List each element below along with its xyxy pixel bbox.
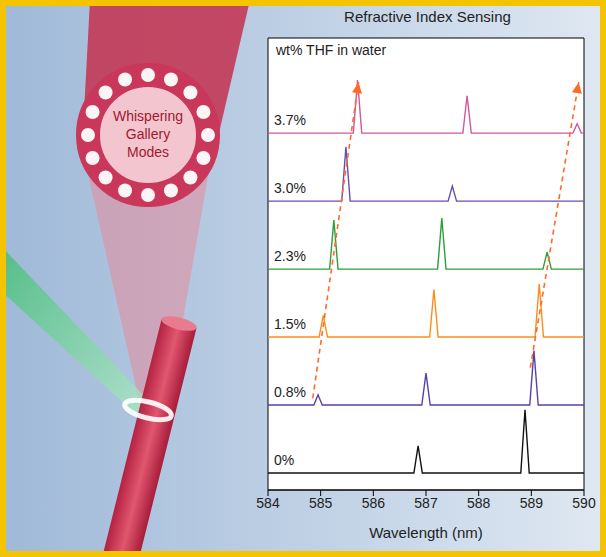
svg-text:Wavelength (nm): Wavelength (nm) (369, 524, 483, 541)
svg-text:589: 589 (520, 495, 544, 511)
html-text:wt% THF in water: wt% THF in water (276, 42, 387, 58)
svg-text:587: 587 (414, 495, 438, 511)
svg-text:WhisperingGalleryModes: WhisperingGalleryModes (113, 108, 183, 160)
svg-text:586: 586 (362, 495, 386, 511)
svg-text:585: 585 (309, 495, 333, 511)
html-text:Refractive Index Sensing: Refractive Index Sensing (344, 8, 511, 25)
svg-text:0%: 0% (274, 452, 294, 468)
svg-text:584: 584 (256, 495, 280, 511)
svg-text:590: 590 (572, 495, 596, 511)
svg-text:3.0%: 3.0% (274, 180, 306, 196)
svg-text:0.8%: 0.8% (274, 384, 306, 400)
svg-text:2.3%: 2.3% (274, 248, 306, 264)
svg-text:588: 588 (467, 495, 491, 511)
svg-text:3.7%: 3.7% (274, 112, 306, 128)
svg-text:1.5%: 1.5% (274, 316, 306, 332)
